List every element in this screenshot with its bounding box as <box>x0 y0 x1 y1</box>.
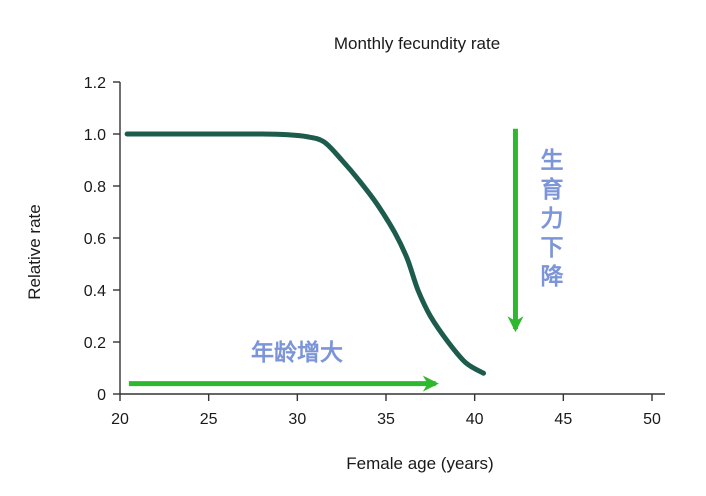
y-ticks: 0 0.2 0.4 0.6 0.8 1.0 1.2 <box>84 75 120 404</box>
x-tick-label: 25 <box>200 411 218 428</box>
x-tick-label: 20 <box>111 411 129 428</box>
x-tick-label: 50 <box>643 411 661 428</box>
fecundity-line <box>124 131 486 376</box>
x-tick-label: 35 <box>377 411 395 428</box>
annotations: 年龄增大 生育力下降 <box>128 128 565 392</box>
series-layer <box>124 131 486 376</box>
y-tick-label: 0.4 <box>84 283 106 300</box>
y-tick-label: 0.8 <box>84 179 106 196</box>
x-ticks: 20 25 30 35 40 45 50 <box>111 394 661 428</box>
x-tick-label: 30 <box>288 411 306 428</box>
y-axis-label: Relative rate <box>25 204 44 299</box>
y-tick-label: 1.2 <box>84 75 106 92</box>
age-increase-annotation: 年龄增大 <box>251 339 343 366</box>
y-tick-label: 0.2 <box>84 335 106 352</box>
y-tick-label: 0 <box>97 387 106 404</box>
axes <box>119 82 665 395</box>
y-tick-label: 1.0 <box>84 127 106 144</box>
chart-title: Monthly fecundity rate <box>334 34 500 53</box>
x-axis-label: Female age (years) <box>346 454 493 473</box>
y-tick-label: 0.6 <box>84 231 106 248</box>
x-tick-label: 40 <box>466 411 484 428</box>
x-tick-label: 45 <box>554 411 572 428</box>
fertility-decline-annotation: 生育力下降 <box>541 148 565 290</box>
